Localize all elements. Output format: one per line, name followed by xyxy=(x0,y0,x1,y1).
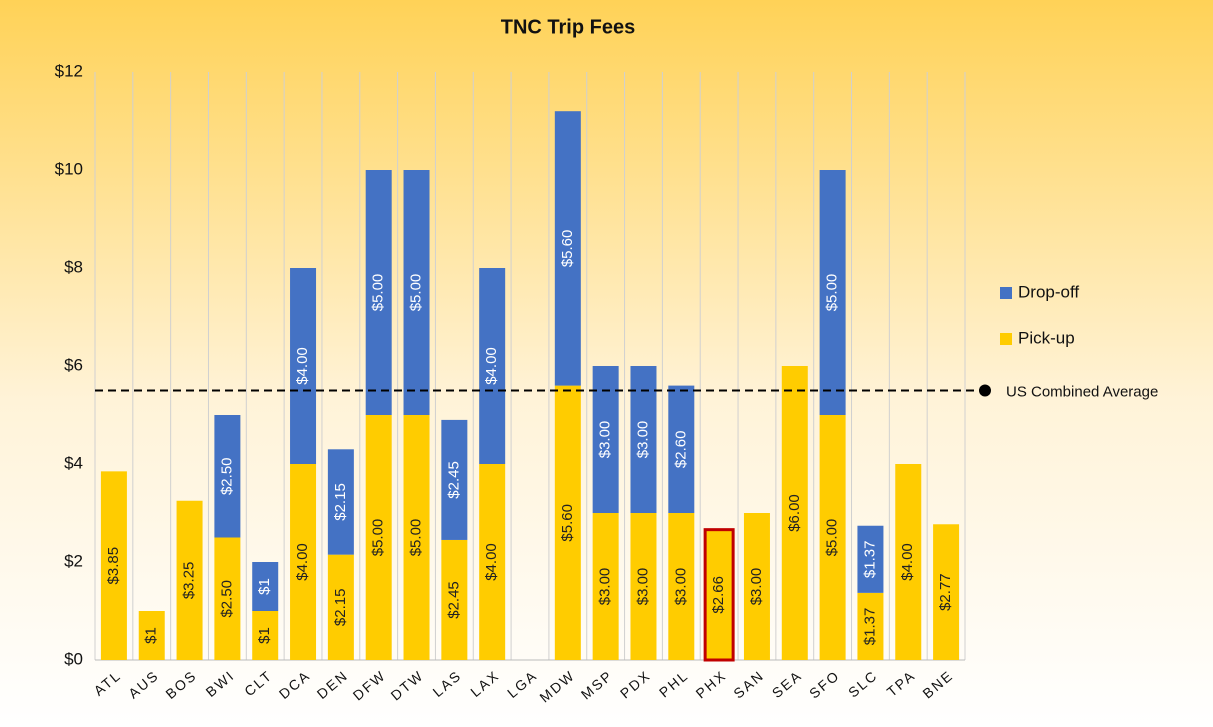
bar-segment xyxy=(668,385,695,513)
data-label: $5.60 xyxy=(559,230,576,268)
bar-segment xyxy=(479,268,506,464)
data-label: $4.00 xyxy=(294,543,311,581)
legend-label: Drop-off xyxy=(1018,282,1079,301)
bar-segment xyxy=(403,170,430,415)
bar-segment xyxy=(290,268,317,464)
y-tick-label: $10 xyxy=(55,159,83,178)
data-label: $3.00 xyxy=(672,568,689,606)
data-label: $4.00 xyxy=(899,543,916,581)
bar-segment xyxy=(554,111,581,386)
data-label: $5.60 xyxy=(559,504,576,542)
data-label: $1.37 xyxy=(861,541,878,579)
data-label: $2.60 xyxy=(672,431,689,469)
bar-segment xyxy=(327,449,354,555)
bar-segment xyxy=(743,513,770,660)
data-label: $2.50 xyxy=(218,457,235,495)
data-label: $3.00 xyxy=(748,568,765,606)
data-label: $2.66 xyxy=(710,576,727,614)
data-label: $3.00 xyxy=(634,421,651,459)
legend-swatch xyxy=(1000,287,1012,299)
bar-segment xyxy=(819,415,846,660)
data-label: $3.25 xyxy=(181,562,198,600)
data-label: $5.00 xyxy=(370,274,387,312)
legend-label: Pick-up xyxy=(1018,328,1075,347)
bar-segment xyxy=(441,419,468,540)
bar-segment xyxy=(781,366,808,660)
data-label: $1 xyxy=(143,627,160,644)
data-label: $2.77 xyxy=(937,573,954,611)
data-label: $3.85 xyxy=(105,547,122,585)
bar-segment xyxy=(252,562,279,611)
bar-segment xyxy=(290,464,317,660)
bar-segment xyxy=(592,513,619,660)
bar-segment xyxy=(214,415,241,538)
bar-segment xyxy=(441,539,468,660)
data-label: $5.00 xyxy=(407,274,424,312)
bar-segment xyxy=(857,525,884,593)
data-label: $6.00 xyxy=(786,494,803,532)
data-label: $2.15 xyxy=(332,589,349,627)
bar-segment xyxy=(365,170,392,415)
bar-segment xyxy=(554,385,581,660)
data-label: $5.00 xyxy=(370,519,387,557)
y-tick-label: $4 xyxy=(64,453,83,472)
bar-segment xyxy=(630,513,657,660)
bar-segment xyxy=(819,170,846,415)
data-label: $5.00 xyxy=(824,274,841,312)
data-label: $1 xyxy=(256,578,273,595)
data-label: $5.00 xyxy=(824,519,841,557)
y-tick-label: $12 xyxy=(55,61,83,80)
reference-marker xyxy=(979,384,991,397)
data-label: $1.37 xyxy=(861,608,878,646)
highlight-outline xyxy=(703,528,735,662)
legend-swatch xyxy=(1000,333,1012,345)
data-label: $2.45 xyxy=(445,581,462,619)
bar-segment xyxy=(327,554,354,660)
data-label: $3.00 xyxy=(634,568,651,606)
bar-segment xyxy=(479,464,506,660)
data-label: $3.00 xyxy=(597,421,614,459)
data-label: $4.00 xyxy=(294,347,311,385)
data-label: $1 xyxy=(256,627,273,644)
bar-segment xyxy=(403,415,430,660)
data-label: $3.00 xyxy=(597,568,614,606)
bar-segment xyxy=(138,611,165,660)
data-label: $4.00 xyxy=(483,543,500,581)
data-label: $2.15 xyxy=(332,483,349,521)
bar-segment xyxy=(100,471,127,660)
data-label: $2.45 xyxy=(445,461,462,499)
bar-segment xyxy=(857,592,884,660)
chart-title: TNC Trip Fees xyxy=(501,16,635,38)
bar-segment xyxy=(365,415,392,660)
bar-segment xyxy=(706,529,733,660)
data-label: $4.00 xyxy=(483,347,500,385)
data-label: $2.50 xyxy=(218,580,235,618)
bar-segment xyxy=(933,524,960,660)
bar-segment xyxy=(668,513,695,660)
bar-segment xyxy=(176,500,203,660)
y-tick-label: $2 xyxy=(64,551,83,570)
y-tick-label: $8 xyxy=(64,257,83,276)
y-tick-label: $6 xyxy=(64,355,83,374)
bar-segment xyxy=(895,464,922,660)
bar-segment xyxy=(252,611,279,660)
data-label: $5.00 xyxy=(407,519,424,557)
bar-segment xyxy=(214,537,241,660)
reference-label: US Combined Average xyxy=(1006,383,1158,400)
y-tick-label: $0 xyxy=(64,649,83,668)
